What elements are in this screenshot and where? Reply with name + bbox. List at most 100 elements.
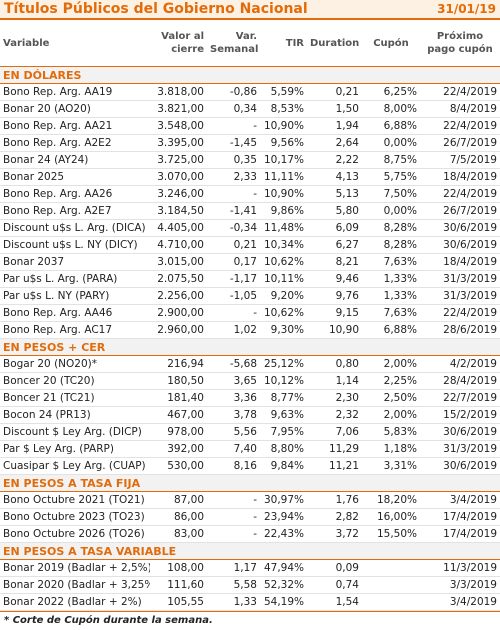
cell: Bonar 2020 (Badlar + 3,25%: [0, 576, 150, 594]
data-row: Discount $ Ley Arg. (DICP) 978,00 5,56 7,95…: [0, 423, 500, 441]
cell: 3.548,00: [150, 117, 207, 135]
cell: 22,43%: [260, 525, 307, 543]
cell: Bonar 24 (AY24): [0, 151, 150, 169]
cell: 22/7/2019: [420, 389, 500, 407]
cell: 1,02: [207, 321, 260, 339]
cell: 0,21: [307, 83, 362, 101]
cell: 216,94: [150, 355, 207, 373]
data-row: Bono Rep. Arg. AA46 2.900,00-10,62% 9,15 7,…: [0, 304, 500, 322]
cell: 8,16: [207, 457, 260, 475]
section-title: EN DÓLARES: [0, 66, 500, 84]
cell: -: [207, 117, 260, 135]
cell: 18/4/2019: [420, 253, 500, 271]
cell: -0,86: [207, 83, 260, 101]
data-row: Bono Rep. Arg. AA21 3.548,00-10,90% 1,94 6,…: [0, 117, 500, 135]
cell: -0,34: [207, 219, 260, 237]
cell: 1,50: [307, 100, 362, 118]
cell: Discount u$s L. NY (DICY): [0, 236, 150, 254]
cell: Bonar 20 (AO20): [0, 100, 150, 118]
cell: 530,00: [150, 457, 207, 475]
cell: 0,00%: [362, 202, 420, 220]
cell: 7,50%: [362, 185, 420, 203]
cell: 31/3/2019: [420, 440, 500, 458]
footnote: * Corte de Cupón durante la semana.: [0, 611, 500, 629]
cell: 3.246,00: [150, 185, 207, 203]
cell: 28/4/2019: [420, 372, 500, 390]
column-header: Variable: [0, 20, 150, 67]
cell: Bono Octubre 2021 (TO21): [0, 491, 150, 509]
cell: 10,34%: [260, 236, 307, 254]
cell: 3/3/2019: [420, 576, 500, 594]
cell: 467,00: [150, 406, 207, 424]
cell: 8,53%: [260, 100, 307, 118]
date: 31/01/19: [437, 2, 496, 16]
cell: -1,05: [207, 287, 260, 305]
cell: -: [207, 304, 260, 322]
cell: 11,48%: [260, 219, 307, 237]
cell: Bono Octubre 2026 (TO26): [0, 525, 150, 543]
cell: 1,18%: [362, 440, 420, 458]
cell: -: [207, 508, 260, 526]
cell: 5,75%: [362, 168, 420, 186]
cell: 18,20%: [362, 491, 420, 509]
cell: 8,21: [307, 253, 362, 271]
cell: 3,36: [207, 389, 260, 407]
cell: 10,62%: [260, 253, 307, 271]
cell: 0,74: [307, 576, 362, 594]
cell: 0,34: [207, 100, 260, 118]
cell: Bogar 20 (NO20)*: [0, 355, 150, 373]
cell: 3.184,50: [150, 202, 207, 220]
data-row: Bonar 2019 (Badlar + 2,5%) 108,00 1,17 47,9…: [0, 559, 500, 577]
cell: 30/6/2019: [420, 236, 500, 254]
cell: 7,06: [307, 423, 362, 441]
data-row: Par u$s L. NY (PARY) 2.256,00 -1,05 9,20% 9,…: [0, 287, 500, 305]
cell: 0,17: [207, 253, 260, 271]
cell: 10,90: [307, 321, 362, 339]
cell: Bono Rep. Arg. AA21: [0, 117, 150, 135]
cell: 30/6/2019: [420, 423, 500, 441]
cell: 10,11%: [260, 270, 307, 288]
cell: 11,21: [307, 457, 362, 475]
section-row: EN DÓLARES: [0, 66, 500, 84]
cell: Bonar 2037: [0, 253, 150, 271]
table-body: EN DÓLARES Bono Rep. Arg. AA19 3.818,00 -0,…: [0, 66, 500, 611]
cell: 0,35: [207, 151, 260, 169]
section-title: EN PESOS + CER: [0, 338, 500, 356]
cell: 0,00%: [362, 134, 420, 152]
cell: 6,25%: [362, 83, 420, 101]
cell: -1,17: [207, 270, 260, 288]
cell: 26/7/2019: [420, 134, 500, 152]
cell: 11,29: [307, 440, 362, 458]
cell: 26/7/2019: [420, 202, 500, 220]
data-row: Bonar 2025 3.070,00 2,33 11,11% 4,13 5,75% 18/…: [0, 168, 500, 186]
column-header: Duration: [307, 20, 362, 67]
cell: 11,11%: [260, 168, 307, 186]
cell: 9,63%: [260, 406, 307, 424]
cell: -5,68: [207, 355, 260, 373]
cell: 30,97%: [260, 491, 307, 509]
cell: 2,50%: [362, 389, 420, 407]
cell: 5,56: [207, 423, 260, 441]
cell: 0,80: [307, 355, 362, 373]
cell: 3,78: [207, 406, 260, 424]
cell: 9,30%: [260, 321, 307, 339]
cell: 3,72: [307, 525, 362, 543]
cell: Bonar 2025: [0, 168, 150, 186]
cell: Bonar 2019 (Badlar + 2,5%): [0, 559, 150, 577]
cell: 3,65: [207, 372, 260, 390]
cell: 16,00%: [362, 508, 420, 526]
cell: 2.075,50: [150, 270, 207, 288]
cell: 5,59%: [260, 83, 307, 101]
cell: 1,54: [307, 593, 362, 611]
cell: 52,32%: [260, 576, 307, 594]
cell: 18/4/2019: [420, 168, 500, 186]
cell: 3.725,00: [150, 151, 207, 169]
cell: 7,63%: [362, 304, 420, 322]
cell: 1,33: [207, 593, 260, 611]
cell: 9,76: [307, 287, 362, 305]
cell: 5,83%: [362, 423, 420, 441]
column-header: Var. Semanal: [207, 20, 260, 67]
cell: 8/4/2019: [420, 100, 500, 118]
cell: 10,90%: [260, 117, 307, 135]
